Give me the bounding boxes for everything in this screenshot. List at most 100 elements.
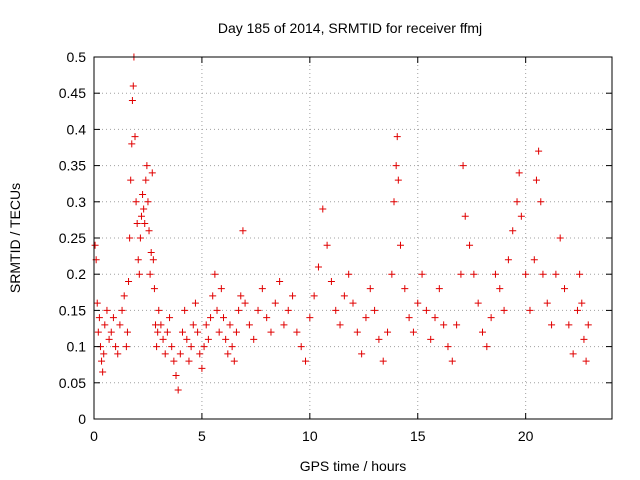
data-point	[136, 234, 144, 242]
data-point	[440, 321, 448, 329]
data-point	[584, 321, 592, 329]
data-point	[226, 321, 234, 329]
x-tick-label: 0	[90, 428, 98, 444]
data-point	[509, 227, 517, 235]
grid-layer	[94, 57, 612, 419]
data-point	[582, 357, 590, 365]
data-point	[293, 328, 301, 336]
x-tick-label: 15	[410, 428, 426, 444]
data-point	[539, 270, 547, 278]
data-point	[145, 227, 153, 235]
data-point	[573, 306, 581, 314]
data-point	[422, 306, 430, 314]
data-point	[323, 241, 331, 249]
y-tick-label: 0.2	[67, 266, 87, 282]
data-points	[91, 53, 592, 394]
data-point	[384, 328, 392, 336]
data-point	[390, 198, 398, 206]
data-point	[168, 343, 176, 351]
data-point	[191, 299, 199, 307]
data-point	[147, 248, 155, 256]
data-point	[211, 270, 219, 278]
data-point	[483, 343, 491, 351]
data-point	[453, 321, 461, 329]
data-point	[336, 321, 344, 329]
data-point	[474, 299, 482, 307]
data-point	[100, 350, 108, 358]
data-point	[170, 357, 178, 365]
data-point	[327, 277, 335, 285]
data-point	[154, 328, 162, 336]
data-point	[181, 306, 189, 314]
data-point	[126, 234, 134, 242]
data-point	[202, 321, 210, 329]
data-point	[280, 321, 288, 329]
data-point	[109, 314, 117, 322]
data-point	[217, 285, 225, 293]
data-point	[388, 270, 396, 278]
data-point	[209, 292, 217, 300]
data-point	[144, 198, 152, 206]
data-point	[314, 263, 322, 271]
data-point	[183, 335, 191, 343]
data-point	[487, 314, 495, 322]
data-point	[241, 299, 249, 307]
data-point	[139, 191, 147, 199]
data-point	[548, 321, 556, 329]
y-tick-label: 0.05	[59, 375, 86, 391]
x-tick-label: 10	[302, 428, 318, 444]
data-point	[576, 270, 584, 278]
y-tick-label: 0.4	[67, 121, 87, 137]
data-point	[366, 285, 374, 293]
data-point	[114, 350, 122, 358]
data-point	[394, 176, 402, 184]
data-point	[122, 343, 130, 351]
data-point	[250, 335, 258, 343]
data-point	[132, 198, 140, 206]
data-point	[235, 306, 243, 314]
data-point	[207, 314, 215, 322]
data-point	[263, 314, 271, 322]
data-point	[254, 306, 262, 314]
data-point	[267, 328, 275, 336]
data-point	[107, 328, 115, 336]
y-axis-title: SRMTID / TECUs	[7, 183, 23, 293]
data-point	[504, 256, 512, 264]
data-point	[537, 198, 545, 206]
y-tick-label: 0.5	[67, 49, 87, 65]
data-point	[237, 292, 245, 300]
data-point	[319, 205, 327, 213]
data-point	[129, 82, 137, 90]
data-point	[116, 321, 124, 329]
data-point	[204, 335, 212, 343]
data-point	[127, 176, 135, 184]
y-tick-label: 0.3	[67, 194, 87, 210]
data-point	[513, 198, 521, 206]
data-point	[427, 335, 435, 343]
data-point	[500, 306, 508, 314]
data-point	[198, 364, 206, 372]
data-point	[530, 256, 538, 264]
data-point	[103, 306, 111, 314]
data-point	[135, 270, 143, 278]
data-point	[580, 335, 588, 343]
data-point	[178, 328, 186, 336]
data-point	[556, 234, 564, 242]
data-point	[496, 285, 504, 293]
data-point	[163, 328, 171, 336]
data-point	[91, 241, 99, 249]
data-point	[213, 306, 221, 314]
data-point	[375, 335, 383, 343]
data-point	[245, 321, 253, 329]
data-point	[99, 368, 107, 376]
data-point	[239, 227, 247, 235]
data-point	[258, 285, 266, 293]
axis-ticks: 0 0.05 0.1 0.15 0.2 0.25 0.3 0.35 0.4 0.45 0.5 0 5 10…	[59, 49, 612, 444]
data-point	[222, 335, 230, 343]
data-point	[141, 220, 149, 228]
y-tick-label: 0.15	[59, 302, 86, 318]
data-point	[150, 285, 158, 293]
data-point	[393, 133, 401, 141]
data-point	[396, 241, 404, 249]
